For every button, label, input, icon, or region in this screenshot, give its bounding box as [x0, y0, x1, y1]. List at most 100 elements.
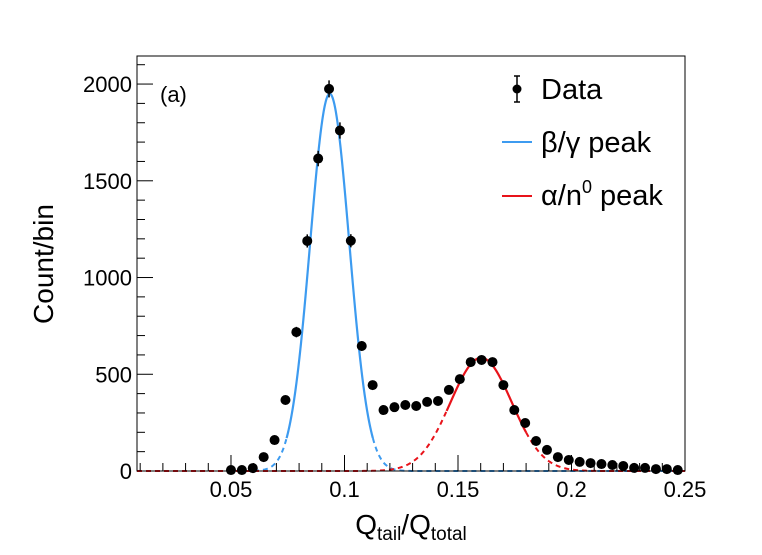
data-point — [618, 460, 629, 471]
fit-beta-gamma-solid — [285, 92, 374, 439]
data-point — [411, 400, 422, 411]
y-tick-label: 2000 — [83, 72, 132, 97]
x-title-sub-total: total — [431, 524, 467, 545]
data-point — [433, 395, 444, 406]
data-point — [454, 374, 465, 385]
legend-alpha-sup: 0 — [582, 177, 592, 197]
data-marker — [531, 436, 542, 447]
data-point — [672, 465, 683, 476]
data-point — [607, 460, 618, 471]
data-marker — [465, 357, 476, 368]
data-marker — [324, 83, 335, 94]
data-marker — [302, 235, 313, 246]
y-axis-ticks: 0 500 1000 1500 2000 — [83, 64, 153, 484]
data-point — [247, 463, 258, 474]
x-title-sub-tail: tail — [377, 524, 401, 545]
data-marker — [400, 400, 411, 411]
data-point — [334, 122, 345, 139]
data-marker — [378, 405, 389, 416]
data-marker — [541, 444, 552, 455]
data-point — [269, 435, 280, 446]
data-point — [236, 465, 247, 476]
x-tick-label: 0.15 — [437, 477, 480, 502]
x-title-q: Q — [355, 509, 377, 540]
data-point — [400, 400, 411, 411]
data-point — [520, 418, 531, 429]
data-marker — [672, 465, 683, 476]
data-point — [629, 462, 640, 473]
panel-annotation: (a) — [160, 82, 187, 107]
data-marker — [280, 394, 291, 405]
data-marker — [443, 384, 454, 395]
y-tick-label: 0 — [120, 459, 132, 484]
legend: Data β/γ peak α/n0 peak — [502, 74, 663, 212]
data-marker — [487, 357, 498, 368]
legend-label-beta-gamma: β/γ peak — [541, 127, 652, 159]
data-point — [585, 458, 596, 469]
data-marker — [411, 400, 422, 411]
data-marker — [596, 459, 607, 470]
data-point — [367, 380, 378, 391]
data-marker — [422, 396, 433, 407]
x-tick-label: 0.2 — [556, 477, 587, 502]
data-marker — [236, 465, 247, 476]
data-marker — [247, 463, 258, 474]
y-axis-title: Count/bin — [28, 204, 59, 324]
data-marker — [433, 395, 444, 406]
data-marker — [552, 452, 563, 463]
data-point — [531, 436, 542, 447]
data-marker — [367, 380, 378, 391]
data-marker — [334, 125, 345, 136]
data-point — [640, 462, 651, 473]
data-point — [650, 464, 661, 475]
data-point — [422, 396, 433, 407]
data-marker — [574, 456, 585, 467]
data-point — [509, 405, 520, 416]
data-point — [356, 341, 367, 352]
data-point — [465, 357, 476, 368]
data-marker — [454, 374, 465, 385]
data-point — [313, 150, 324, 167]
data-point — [258, 452, 269, 463]
data-point — [378, 405, 389, 416]
data-point — [661, 464, 672, 475]
data-marker — [607, 460, 618, 471]
data-marker — [356, 341, 367, 352]
fit-alpha-neutron-solid — [445, 356, 528, 433]
legend-marker-data — [512, 75, 522, 103]
data-point — [476, 354, 487, 365]
fit-alpha-neutron-dashed-left — [137, 410, 448, 472]
x-tick-label: 0.1 — [329, 477, 360, 502]
data-marker — [563, 454, 574, 465]
legend-alpha-main: α/n — [541, 180, 582, 212]
data-point — [498, 380, 509, 391]
data-marker — [640, 462, 651, 473]
data-point — [324, 80, 335, 98]
data-point — [563, 454, 574, 465]
data-marker — [618, 460, 629, 471]
x-axis-ticks: 0.05 0.1 0.15 0.2 0.25 — [139, 455, 706, 502]
data-marker — [520, 418, 531, 429]
data-marker — [585, 458, 596, 469]
data-marker — [269, 435, 280, 446]
data-marker — [389, 402, 400, 413]
data-marker — [258, 452, 269, 463]
data-point — [291, 326, 302, 338]
data-marker — [291, 327, 302, 338]
data-point — [302, 234, 313, 248]
data-marker — [509, 405, 520, 416]
y-tick-label: 1000 — [83, 266, 132, 291]
legend-label-alpha-neutron: α/n0 peak — [541, 177, 663, 212]
data-point — [487, 357, 498, 368]
legend-label-data: Data — [541, 74, 603, 106]
plot-frame — [136, 55, 686, 472]
data-marker — [345, 235, 356, 246]
data-point — [389, 402, 400, 413]
data-marker — [476, 354, 487, 365]
x-axis-title: Qtail/Qtotal — [355, 509, 467, 545]
data-point — [541, 444, 552, 455]
data-point — [443, 384, 454, 395]
x-title-sep: /Q — [401, 509, 431, 540]
data-point — [345, 234, 356, 248]
x-tick-label: 0.05 — [210, 477, 253, 502]
